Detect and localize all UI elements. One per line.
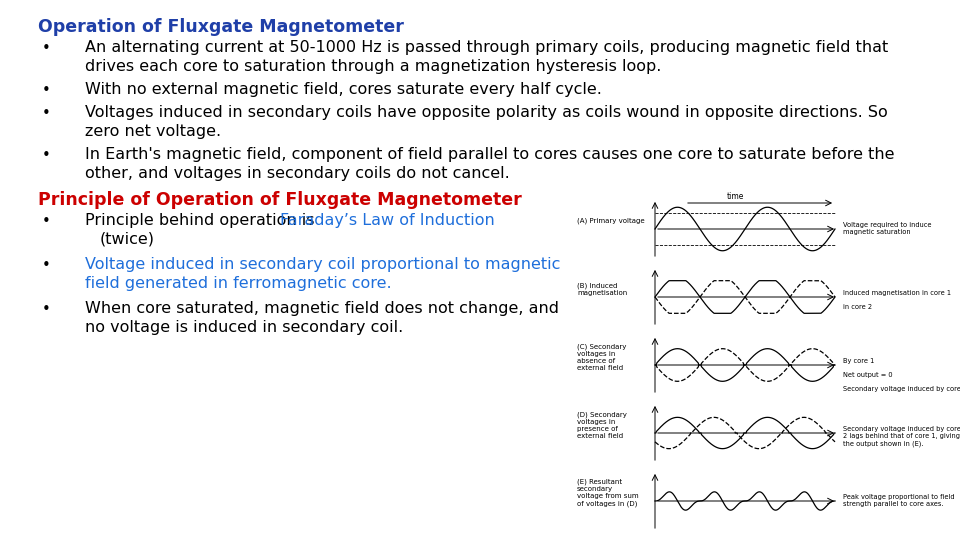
Text: •: • (42, 302, 51, 317)
Text: •: • (42, 106, 51, 121)
Text: •: • (42, 41, 51, 56)
Text: With no external magnetic field, cores saturate every half cycle.: With no external magnetic field, cores s… (85, 82, 602, 97)
Text: Voltage induced in secondary coil proportional to magnetic: Voltage induced in secondary coil propor… (85, 257, 561, 272)
Text: Induced magnetisation in core 1

in core 2: Induced magnetisation in core 1 in core … (843, 291, 951, 310)
Text: time: time (727, 192, 744, 201)
Text: •: • (42, 214, 51, 229)
Text: •: • (42, 258, 51, 273)
Text: (D) Secondary
voltages in
presence of
external field: (D) Secondary voltages in presence of ex… (577, 411, 627, 438)
Text: (A) Primary voltage: (A) Primary voltage (577, 218, 644, 224)
Text: Operation of Fluxgate Magnetometer: Operation of Fluxgate Magnetometer (38, 18, 404, 36)
Text: In Earth's magnetic field, component of field parallel to cores causes one core : In Earth's magnetic field, component of … (85, 147, 895, 162)
Text: (E) Resultant
secondary
voltage from sum
of voltages in (D): (E) Resultant secondary voltage from sum… (577, 479, 638, 507)
Text: other, and voltages in secondary coils do not cancel.: other, and voltages in secondary coils d… (85, 166, 510, 181)
Text: By core 1

Net output = 0

Secondary voltage induced by core 2: By core 1 Net output = 0 Secondary volta… (843, 359, 960, 393)
Text: drives each core to saturation through a magnetization hysteresis loop.: drives each core to saturation through a… (85, 59, 661, 74)
Text: (B) Induced
magnetisation: (B) Induced magnetisation (577, 282, 627, 295)
Text: Voltage required to induce
magnetic saturation: Voltage required to induce magnetic satu… (843, 222, 931, 235)
Text: (C) Secondary
voltages in
absence of
external field: (C) Secondary voltages in absence of ext… (577, 343, 626, 370)
Text: Peak voltage proportional to field
strength parallel to core axes.: Peak voltage proportional to field stren… (843, 495, 954, 508)
Text: Principle behind operation is: Principle behind operation is (85, 213, 320, 228)
Text: zero net voltage.: zero net voltage. (85, 124, 221, 139)
Text: •: • (42, 148, 51, 163)
Text: Principle of Operation of Fluxgate Magnetometer: Principle of Operation of Fluxgate Magne… (38, 191, 521, 209)
Text: Faraday’s Law of Induction: Faraday’s Law of Induction (280, 213, 494, 228)
Text: Voltages induced in secondary coils have opposite polarity as coils wound in opp: Voltages induced in secondary coils have… (85, 105, 888, 120)
Text: no voltage is induced in secondary coil.: no voltage is induced in secondary coil. (85, 320, 403, 335)
Text: Secondary voltage induced by core
2 lags behind that of core 1, giving
the outpu: Secondary voltage induced by core 2 lags… (843, 427, 960, 447)
Text: An alternating current at 50-1000 Hz is passed through primary coils, producing : An alternating current at 50-1000 Hz is … (85, 40, 888, 55)
Text: (twice): (twice) (100, 232, 155, 247)
Text: field generated in ferromagnetic core.: field generated in ferromagnetic core. (85, 276, 392, 291)
Text: When core saturated, magnetic field does not change, and: When core saturated, magnetic field does… (85, 301, 559, 316)
Text: •: • (42, 83, 51, 98)
